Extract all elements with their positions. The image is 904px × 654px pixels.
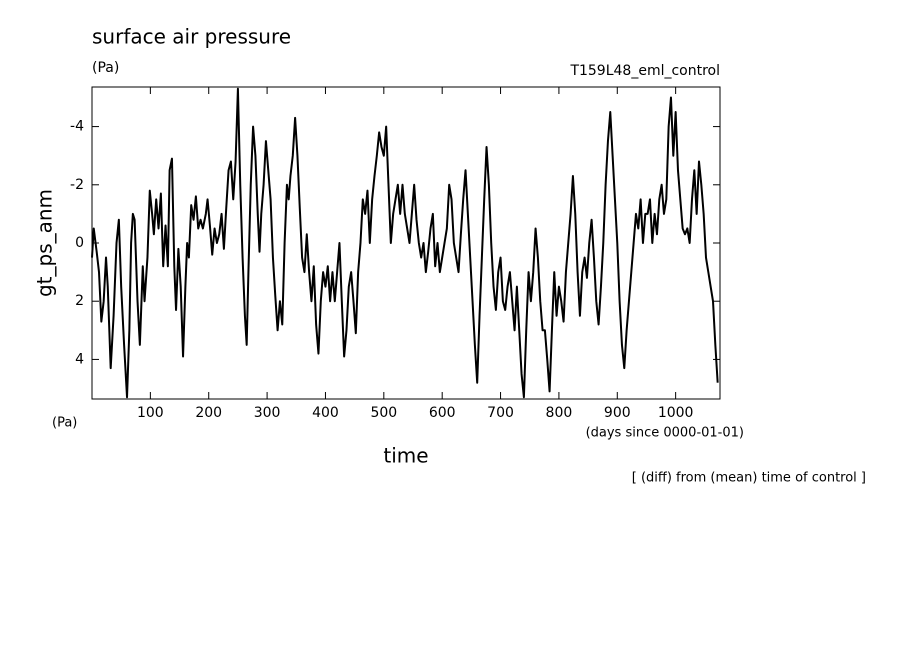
x-tick-label: 600 [429, 405, 456, 421]
x-tick-label: 800 [546, 405, 573, 421]
y-tick-label: -2 [70, 177, 84, 193]
y-tick-label: 4 [75, 351, 84, 367]
units-label: (Pa) [52, 416, 77, 431]
y-axis-title: gt_ps_anm [33, 189, 57, 297]
x-tick-label: 100 [137, 405, 164, 421]
x-axis-title: time [383, 444, 428, 468]
data-line [91, 87, 719, 399]
chart-title: surface air pressure [92, 25, 291, 49]
x-tick-label: 300 [254, 405, 281, 421]
x-units-label: (days since 0000-01-01) [586, 426, 744, 441]
experiment-label: T159L48_eml_control [569, 63, 720, 79]
x-tick-label: 1000 [658, 405, 694, 421]
y-tick-label: 2 [75, 293, 84, 309]
x-tick-label: 500 [370, 405, 397, 421]
x-tick-label: 700 [487, 405, 514, 421]
note: [ (diff) from (mean) time of control ] [632, 471, 866, 486]
x-tick-label: 400 [312, 405, 339, 421]
y-tick-label: 0 [75, 235, 84, 251]
y-tick-label: -4 [70, 119, 84, 135]
x-tick-label: 200 [195, 405, 222, 421]
units-label: (Pa) [92, 60, 119, 76]
x-tick-label: 900 [604, 405, 631, 421]
